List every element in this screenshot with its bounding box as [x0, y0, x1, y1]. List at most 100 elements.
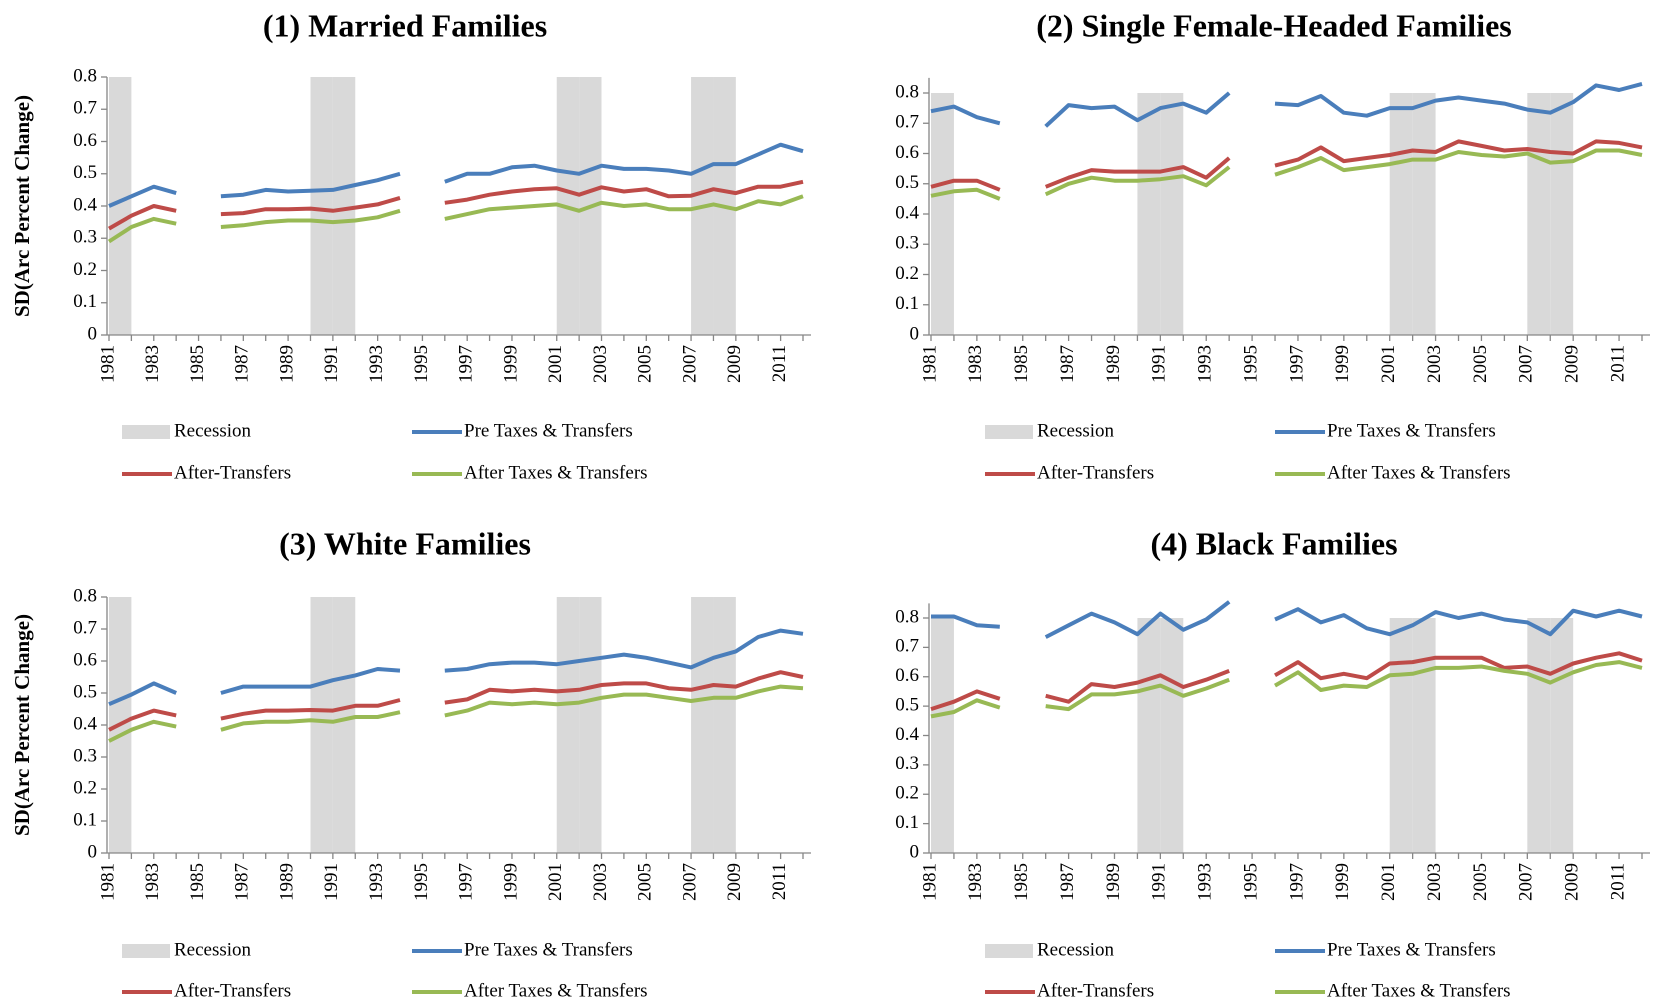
- recession-bar: [1412, 618, 1436, 853]
- x-tick-label: 1983: [965, 345, 986, 383]
- x-tick-label: 1999: [1332, 863, 1353, 901]
- x-tick-label: 1997: [1286, 345, 1307, 383]
- legend-label: After-Transfers: [174, 980, 291, 1001]
- x-tick-label: 1989: [1103, 863, 1124, 901]
- x-tick-label: 1991: [321, 345, 342, 383]
- x-tick-label: 2001: [1378, 863, 1399, 901]
- chart-title: (1) Married Families: [263, 7, 547, 43]
- recession-bar: [1137, 618, 1161, 853]
- recession-bar: [931, 618, 954, 853]
- x-tick-label: 2001: [545, 863, 566, 901]
- legend-label: After Taxes & Transfers: [464, 980, 648, 1001]
- y-axis-label: SD(Arc Percent Change): [10, 614, 34, 836]
- recession-bar: [109, 77, 132, 335]
- y-tick-label: 0.7: [895, 636, 919, 657]
- y-tick-label: 0: [88, 841, 98, 862]
- x-tick-label: 2007: [679, 345, 700, 383]
- recession-bar: [1527, 93, 1551, 335]
- x-tick-label: 1985: [187, 863, 208, 901]
- y-tick-label: 0.3: [895, 753, 919, 774]
- y-tick-label: 0.3: [73, 745, 97, 766]
- x-tick-label: 1983: [142, 863, 163, 901]
- x-tick-label: 1991: [1149, 345, 1170, 383]
- x-tick-label: 2007: [1516, 863, 1537, 901]
- chart-title: (2) Single Female-Headed Families: [1036, 7, 1511, 43]
- x-tick-label: 1997: [1286, 863, 1307, 901]
- recession-bar: [1550, 618, 1574, 853]
- panel: (4) Black Families 0 0.1 0.2 0.3 0.4 0.5 0.6 0.7…: [895, 525, 1650, 1001]
- data-line: [108, 684, 804, 743]
- data-line: [930, 139, 1643, 192]
- x-tick-label: 1993: [1195, 863, 1216, 901]
- x-tick-label: 1997: [456, 345, 477, 383]
- x-tick-label: 1995: [411, 345, 432, 383]
- y-tick-label: 0.5: [73, 681, 97, 702]
- y-tick-label: 0.1: [895, 812, 919, 833]
- y-tick-label: 0.2: [895, 263, 919, 284]
- legend-label: After-Transfers: [1037, 462, 1154, 483]
- x-tick-label: 1983: [965, 863, 986, 901]
- x-tick-label: 1989: [276, 863, 297, 901]
- legend-label: Recession: [174, 420, 252, 441]
- legend-label: After Taxes & Transfers: [1327, 980, 1511, 1001]
- data-line: [930, 651, 1643, 712]
- y-tick-label: 0.5: [895, 172, 919, 193]
- x-tick-label: 2011: [769, 345, 790, 382]
- x-tick-label: 1995: [411, 863, 432, 901]
- y-tick-label: 0.4: [895, 724, 919, 745]
- recession-bar: [1550, 93, 1574, 335]
- y-tick-label: 0.1: [895, 293, 919, 314]
- y-tick-label: 0.5: [895, 694, 919, 715]
- x-tick-label: 1981: [919, 863, 940, 901]
- legend-label: Pre Taxes & Transfers: [1327, 939, 1496, 960]
- data-line: [930, 81, 1643, 128]
- y-tick-label: 0.8: [895, 606, 919, 627]
- recession-bar: [579, 597, 602, 853]
- recession-bar: [691, 597, 714, 853]
- x-tick-label: 1981: [97, 863, 118, 901]
- y-tick-label: 0.3: [895, 233, 919, 254]
- x-tick-label: 2007: [679, 863, 700, 901]
- x-tick-label: 1981: [919, 345, 940, 383]
- x-tick-label: 2011: [769, 863, 790, 900]
- x-tick-label: 1987: [232, 863, 253, 901]
- x-tick-label: 1981: [97, 345, 118, 383]
- recession-bar: [332, 77, 356, 335]
- legend-label: Pre Taxes & Transfers: [464, 939, 633, 960]
- y-tick-label: 0.6: [895, 142, 919, 163]
- y-tick-label: 0.8: [895, 81, 919, 102]
- legend-swatch: [122, 944, 170, 958]
- x-tick-label: 2005: [635, 863, 656, 901]
- y-tick-label: 0.7: [73, 98, 97, 119]
- x-tick-label: 2003: [1424, 863, 1445, 901]
- x-tick-label: 1991: [1149, 863, 1170, 901]
- recession-bar: [931, 93, 954, 335]
- y-tick-label: 0: [88, 323, 98, 344]
- x-tick-label: 1987: [232, 345, 253, 383]
- y-tick-label: 0.2: [73, 777, 97, 798]
- x-tick-label: 2007: [1516, 345, 1537, 383]
- y-tick-label: 0: [910, 841, 920, 862]
- data-line: [930, 148, 1643, 201]
- y-tick-label: 0.6: [73, 130, 97, 151]
- legend-swatch: [985, 944, 1033, 958]
- panel: (3) White Families SD(Arc Percent Change)…: [10, 525, 811, 1001]
- y-tick-label: 0.2: [73, 259, 97, 280]
- x-tick-label: 2009: [1562, 345, 1583, 383]
- x-tick-label: 1999: [500, 345, 521, 383]
- x-tick-label: 1985: [1011, 345, 1032, 383]
- legend-label: After Taxes & Transfers: [1327, 462, 1511, 483]
- x-tick-label: 2009: [724, 863, 745, 901]
- x-tick-label: 2005: [635, 345, 656, 383]
- y-tick-label: 0.4: [895, 202, 919, 223]
- y-tick-label: 0.6: [895, 665, 919, 686]
- data-line: [931, 600, 1643, 639]
- y-tick-label: 0.2: [895, 783, 919, 804]
- x-tick-label: 1995: [1240, 863, 1261, 901]
- recession-bar: [1160, 618, 1184, 853]
- x-tick-label: 2011: [1607, 863, 1628, 900]
- data-line: [930, 660, 1643, 719]
- legend-label: Pre Taxes & Transfers: [1327, 420, 1496, 441]
- x-tick-label: 1997: [456, 863, 477, 901]
